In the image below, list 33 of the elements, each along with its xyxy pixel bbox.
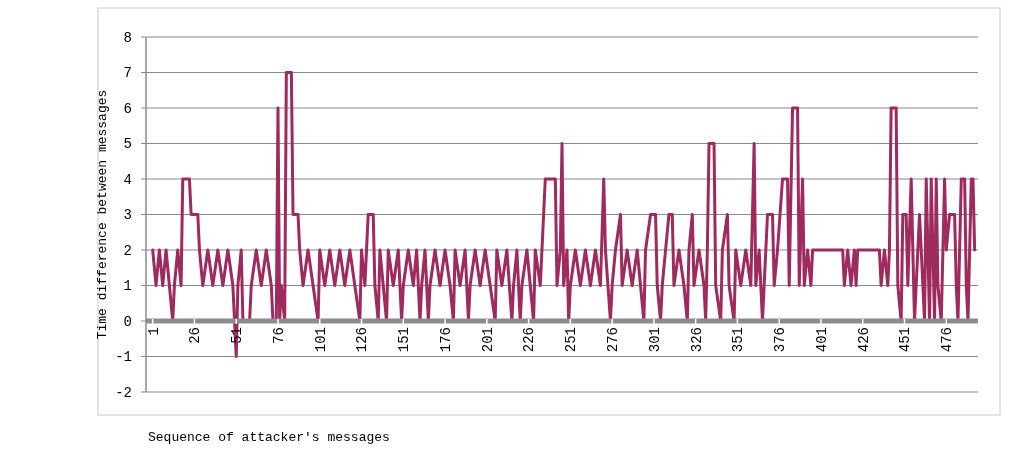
x-tick-label: 176: [437, 327, 454, 353]
x-tick-label: 376: [772, 327, 789, 353]
y-tick-label: 7: [123, 65, 132, 82]
y-tick-label: 5: [123, 136, 132, 153]
x-tick-label: 76: [270, 327, 287, 344]
y-tick-label: 4: [123, 171, 132, 188]
x-tick-label: 251: [563, 327, 580, 353]
x-tick-label: 226: [521, 327, 538, 353]
y-tick-label: 3: [123, 207, 132, 224]
y-tick-label: 2: [123, 242, 132, 259]
x-tick-label: 301: [646, 327, 663, 353]
x-tick-label: 151: [396, 327, 413, 353]
x-tick-label: 201: [479, 327, 496, 353]
x-tick-label: 326: [688, 327, 705, 353]
x-tick-label: 426: [855, 327, 872, 353]
y-tick-label: 1: [123, 278, 132, 295]
x-tick-label: 1: [145, 327, 162, 336]
x-tick-label: 451: [897, 327, 914, 353]
x-tick-label: 101: [312, 327, 329, 353]
x-axis-title: Sequence of attacker's messages: [148, 430, 390, 445]
x-tick-label: 351: [730, 327, 747, 353]
x-tick-label: 276: [605, 327, 622, 353]
x-tick-label: 476: [939, 327, 956, 353]
y-tick-label: -1: [115, 349, 132, 366]
y-tick-label: 0: [123, 313, 132, 330]
x-tick-label: 401: [813, 327, 830, 353]
x-tick-label: 26: [187, 327, 204, 344]
x-tick-label: 51: [229, 327, 246, 344]
x-tick-label: 126: [354, 327, 371, 353]
y-axis-title: Time difference between messages: [95, 89, 110, 340]
y-tick-label: 6: [123, 100, 132, 117]
y-tick-label: 8: [123, 29, 132, 46]
y-tick-label: -2: [115, 384, 132, 401]
